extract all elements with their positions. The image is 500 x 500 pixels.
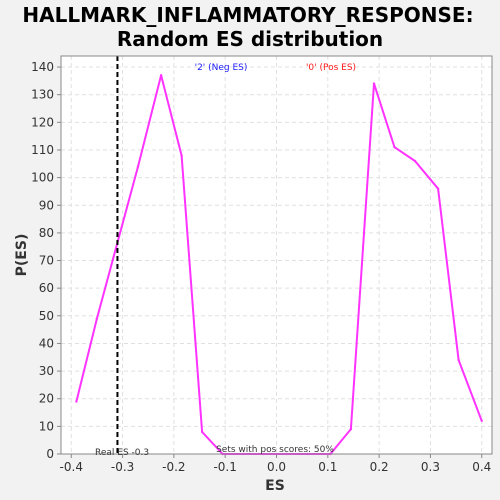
y-tick-label: 20	[39, 392, 54, 406]
grid-lines	[61, 56, 492, 455]
x-axis-label: ES	[265, 478, 285, 494]
x-tick-label: -0.2	[162, 460, 185, 474]
x-tick-label: -0.4	[60, 460, 83, 474]
es-distribution-point	[436, 187, 440, 190]
es-distribution-point	[136, 165, 140, 168]
y-tick-label: 30	[39, 364, 54, 378]
x-tick-label: 0.4	[472, 460, 491, 474]
x-tick-label: 0.3	[421, 460, 440, 474]
x-tick-label: 0.2	[370, 460, 389, 474]
es-distribution-point	[75, 400, 78, 403]
y-tick-label: 110	[31, 143, 54, 157]
es-distribution-point	[457, 358, 460, 362]
y-tick-label: 120	[31, 115, 54, 129]
real-es-label: Real ES -0.3	[95, 448, 149, 458]
es-distribution-point	[180, 154, 183, 157]
x-tick-label: 0.1	[318, 460, 337, 474]
es-distribution-point	[159, 74, 163, 77]
y-tick-label: 90	[39, 198, 54, 212]
plot-border	[60, 55, 493, 455]
es-distribution-point	[349, 427, 353, 431]
es-distribution-point	[95, 317, 99, 320]
es-distribution-point	[372, 82, 376, 85]
es-distribution-point	[413, 159, 417, 163]
es-distribution-point	[393, 146, 396, 149]
x-tick-label: -0.3	[111, 460, 134, 474]
y-tick-label: 10	[39, 419, 54, 433]
axis-ticks: 0 10 20 30 40 50 60 70 80 90 100 110 120 130 140 -0.4 -0…	[31, 60, 491, 474]
y-tick-label: 70	[39, 254, 54, 268]
neg-es-label: '2' (Neg ES)	[195, 63, 248, 73]
y-tick-label: 100	[31, 171, 54, 185]
chart-title-line2: Random ES distribution	[117, 27, 383, 51]
y-tick-label: 60	[39, 281, 54, 295]
pos-scores-label: Sets with pos scores: 50%	[216, 445, 334, 455]
pos-es-label: '0' (Pos ES)	[306, 63, 356, 73]
y-tick-label: 140	[31, 60, 54, 74]
es-distribution-point	[480, 419, 483, 422]
x-tick-label: -0.1	[213, 460, 236, 474]
y-tick-label: 40	[39, 336, 54, 350]
x-tick-label: 0.0	[267, 460, 286, 474]
y-tick-label: 80	[39, 226, 54, 240]
y-axis-label: P(ES)	[14, 234, 30, 277]
y-tick-label: 130	[31, 88, 54, 102]
chart-title-line1: HALLMARK_INFLAMMATORY_RESPONSE:	[22, 3, 473, 27]
es-distribution-point	[200, 430, 204, 434]
y-tick-label: 50	[39, 309, 54, 323]
y-tick-label: 0	[46, 447, 54, 461]
